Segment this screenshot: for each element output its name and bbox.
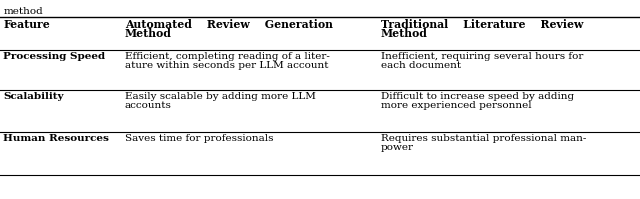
Text: Easily scalable by adding more LLM: Easily scalable by adding more LLM <box>125 92 316 101</box>
Text: ature within seconds per LLM account: ature within seconds per LLM account <box>125 61 328 70</box>
Text: Method: Method <box>381 28 428 39</box>
Text: Saves time for professionals: Saves time for professionals <box>125 134 273 143</box>
Text: more experienced personnel: more experienced personnel <box>381 101 531 110</box>
Text: Difficult to increase speed by adding: Difficult to increase speed by adding <box>381 92 574 101</box>
Text: Method: Method <box>125 28 172 39</box>
Text: each document: each document <box>381 61 461 70</box>
Text: Processing Speed: Processing Speed <box>3 52 106 61</box>
Text: Traditional    Literature    Review: Traditional Literature Review <box>381 19 583 30</box>
Text: Inefficient, requiring several hours for: Inefficient, requiring several hours for <box>381 52 583 61</box>
Text: Efficient, completing reading of a liter-: Efficient, completing reading of a liter… <box>125 52 330 61</box>
Text: Requires substantial professional man-: Requires substantial professional man- <box>381 134 586 143</box>
Text: Human Resources: Human Resources <box>3 134 109 143</box>
Text: Automated    Review    Generation: Automated Review Generation <box>125 19 333 30</box>
Text: Feature: Feature <box>3 19 50 30</box>
Text: accounts: accounts <box>125 101 172 110</box>
Text: power: power <box>381 143 414 152</box>
Text: method: method <box>3 7 43 16</box>
Text: Scalability: Scalability <box>3 92 64 101</box>
